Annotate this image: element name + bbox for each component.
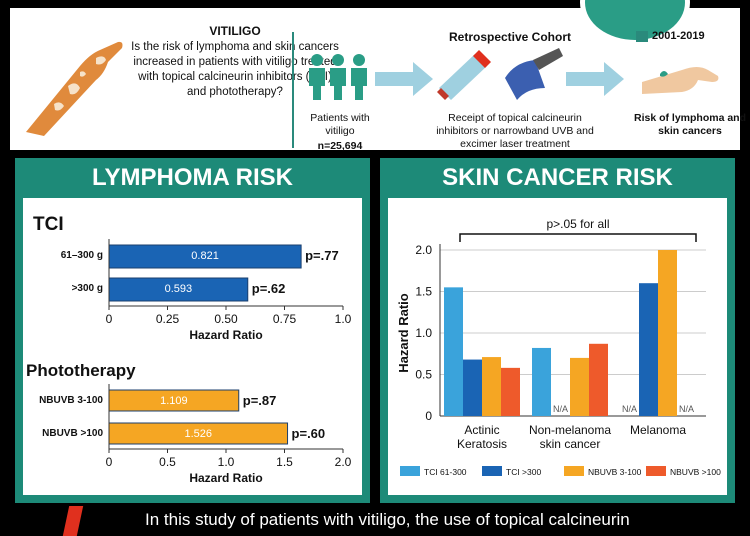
skin-legend-label-3: NBUVB >100 [670, 467, 721, 477]
skin-category-label-1-1: skin cancer [540, 437, 601, 451]
phototherapy-tick-label-0: 0 [106, 455, 113, 469]
risk-hand-icon [642, 67, 719, 94]
skin-y-tick-label-3: 1.5 [415, 285, 432, 299]
phototherapy-category-label-0: NBUVB 3-100 [39, 395, 103, 406]
skin-category-label-0-1: Keratosis [457, 437, 507, 451]
skin-bar-0-2 [482, 357, 501, 416]
patients-people-icon [309, 54, 367, 100]
tci-heading: TCI [33, 214, 64, 235]
skin-bar-2-1 [639, 283, 658, 416]
phototherapy-p-value-0: p=.87 [243, 393, 277, 408]
lymphoma-panel-title: LYMPHOMA RISK [92, 164, 293, 191]
conclusion-text: In this study of patients with vitiligo,… [145, 510, 630, 529]
phototherapy-tick-label-4: 2.0 [335, 455, 352, 469]
treatment-label: Receipt of topical calcineurin inhibitor… [436, 112, 594, 150]
arrow-right-icon [375, 62, 433, 96]
phototherapy-tick-label-2: 1.0 [218, 455, 235, 469]
skin-cancer-chart-area: 0 0.5 1.0 1.5 2.0 Hazard Ratio p>.05 for all Ac… [388, 198, 727, 495]
phototherapy-category-label-1: NBUVB >100 [42, 428, 103, 439]
phototherapy-x-axis-label: Hazard Ratio [189, 471, 262, 485]
skin-bar-2-2 [658, 250, 677, 416]
tci-p-value-0: p=.77 [305, 248, 339, 263]
skin-y-axis-label: Hazard Ratio [396, 293, 411, 373]
calendar-icon [636, 31, 648, 42]
lymphoma-chart: TCI Phototherapy 61–300 g 0.821 p=.77 >300 … [26, 214, 352, 485]
skin-legend-swatch-1 [482, 466, 502, 476]
phototherapy-p-value-1: p=.60 [292, 426, 326, 441]
header-card: VITILIGO Is the risk of lymphoma and ski… [10, 0, 746, 152]
skin-y-tick-label-4: 2.0 [415, 243, 432, 257]
skin-legend-swatch-3 [646, 466, 666, 476]
tci-tick-label-0: 0 [106, 312, 113, 326]
header-divider [292, 32, 294, 148]
risk-label: Risk of lymphoma and skin cancers [633, 112, 747, 137]
skin-bar-1-0 [532, 347, 551, 416]
skin-bar-1-2 [570, 357, 589, 416]
vitiligo-title: VITILIGO [209, 24, 261, 38]
skin-na-label-2-3: N/A [679, 404, 694, 414]
skin-bar-0-0 [444, 287, 463, 416]
phototherapy-heading: Phototherapy [26, 361, 136, 380]
skin-y-tick-label-1: 0.5 [415, 368, 432, 382]
tci-value-label-0: 0.821 [191, 250, 219, 262]
skin-bar-0-3 [501, 367, 520, 416]
date-range: 2001-2019 [652, 30, 705, 42]
lymphoma-panel: LYMPHOMA RISK TCI Phototherapy 61–300 g 0… [15, 158, 370, 503]
tci-value-label-1: 0.593 [165, 283, 193, 295]
tci-category-label-1: >300 g [72, 283, 103, 294]
phototherapy-tick-label-1: 0.5 [159, 455, 176, 469]
phototherapy-value-label-0: 1.109 [160, 395, 188, 407]
tci-tick-label-3: 0.75 [273, 312, 297, 326]
skin-category-label-1-0: Non-melanoma [529, 423, 611, 437]
skin-legend-label-0: TCI 61-300 [424, 467, 467, 477]
skin-cancer-chart: 0 0.5 1.0 1.5 2.0 Hazard Ratio p>.05 for all Ac… [396, 217, 721, 477]
study-header: VITILIGO Is the risk of lymphoma and ski… [0, 0, 750, 152]
tci-p-value-1: p=.62 [252, 281, 286, 296]
skin-y-tick-label-0: 0 [425, 409, 432, 423]
skin-legend-swatch-2 [564, 466, 584, 476]
skin-cancer-panel: SKIN CANCER RISK 0 0.5 1.0 1.5 2.0 Hazard Rat… [380, 158, 735, 503]
skin-bar-0-1 [463, 359, 482, 416]
vitiligo-arm-icon [26, 41, 123, 136]
skin-legend-label-1: TCI >300 [506, 467, 541, 477]
tci-tick-label-2: 0.50 [214, 312, 238, 326]
skin-legend-label-2: NBUVB 3-100 [588, 467, 642, 477]
skin-na-label-2-0: N/A [622, 404, 637, 414]
vitiligo-question: Is the risk of lymphoma and skin cancers… [131, 41, 339, 98]
tci-tick-label-1: 0.25 [156, 312, 180, 326]
tci-category-label-0: 61–300 g [61, 250, 103, 261]
skin-cancer-panel-title: SKIN CANCER RISK [442, 164, 673, 191]
skin-annotation-bracket [459, 233, 697, 242]
skin-category-label-0-0: Actinic [464, 423, 499, 437]
skin-category-label-2-0: Melanoma [630, 423, 686, 437]
skin-na-label-1-1: N/A [553, 404, 568, 414]
arrow-right-icon-2 [566, 62, 624, 96]
tci-x-axis-label: Hazard Ratio [189, 328, 262, 342]
phototherapy-tick-label-3: 1.5 [276, 455, 293, 469]
patients-label: Patients with vitiligo [310, 112, 370, 137]
patients-count: n=25,694 [317, 140, 363, 152]
tci-tick-label-4: 1.0 [335, 312, 352, 326]
cohort-title: Retrospective Cohort [448, 30, 572, 44]
lymphoma-chart-area: TCI Phototherapy 61–300 g 0.821 p=.77 >300 … [23, 198, 362, 495]
skin-annotation: p>.05 for all [546, 217, 609, 231]
skin-y-tick-label-2: 1.0 [415, 326, 432, 340]
skin-bar-1-3 [589, 343, 608, 416]
top-border [0, 0, 750, 8]
treatment-cream-lamp-icon [437, 48, 563, 100]
skin-legend-swatch-0 [400, 466, 420, 476]
conclusion-bar [45, 503, 750, 536]
phototherapy-value-label-1: 1.526 [185, 428, 213, 440]
